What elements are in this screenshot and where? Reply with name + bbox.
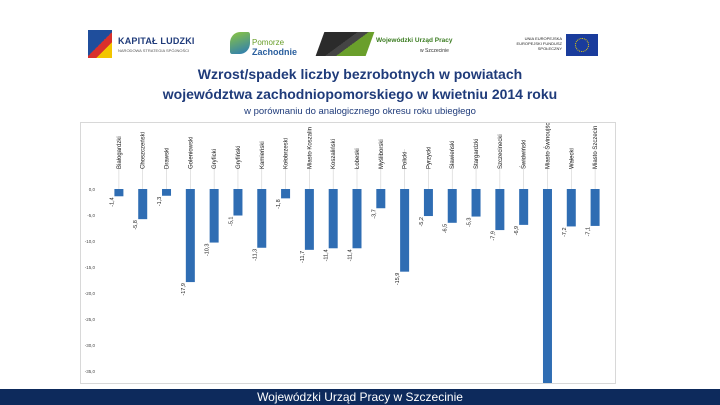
category-label: Goleniowski: [188, 137, 194, 169]
y-tick-label: -30,0: [85, 343, 96, 348]
bar: [376, 189, 386, 209]
bar: [352, 189, 362, 249]
pomorze-zachodnie-logo: Pomorze Zachodnie: [230, 26, 300, 66]
category-label: Drawski: [165, 148, 171, 169]
kapital-ludzki-logo: KAPITAŁ LUDZKI NARODOWA STRATEGIA SPÓJNO…: [88, 26, 208, 66]
value-label: -7,9: [490, 231, 496, 240]
eu-text: UNIA EUROPEJSKA EUROPEJSKI FUNDUSZ SPOŁE…: [516, 36, 562, 51]
category-label: Pyrzycki: [426, 147, 432, 169]
value-label: -11,7: [300, 251, 306, 263]
footer-bar: Wojewódzki Urząd Pracy w Szczecinie: [0, 389, 720, 405]
category-label: Stargardzki: [474, 139, 480, 169]
category-label: Gryficki: [212, 149, 218, 169]
bar: [185, 189, 195, 283]
bar: [471, 189, 481, 217]
bar: [328, 189, 338, 249]
y-tick-label: -25,0: [85, 317, 96, 322]
value-label: -11,3: [252, 249, 258, 261]
y-tick-label: -35,0: [85, 369, 96, 374]
category-label: Wałecki: [569, 148, 575, 169]
category-label: Policki: [403, 152, 409, 169]
category-label: Miasto Szczecin: [593, 126, 599, 169]
category-label: Kamieński: [260, 141, 266, 169]
value-label: -10,3: [205, 244, 211, 257]
value-label: -7,1: [586, 227, 592, 236]
bar: [590, 189, 600, 226]
category-label: Świdwiński: [520, 140, 528, 169]
value-label: -15,9: [395, 273, 401, 286]
y-tick-label: -20,0: [85, 291, 96, 296]
chart-title: Wzrost/spadek liczby bezrobotnych w powi…: [0, 64, 720, 104]
bar: [114, 189, 124, 197]
category-label: Sławieński: [450, 141, 456, 169]
y-tick-label: -15,0: [85, 265, 96, 270]
value-label: -11,4: [348, 249, 354, 261]
category-label: Miasto Świnoujście: [543, 123, 551, 169]
value-label: -1,8: [276, 199, 282, 208]
chart-area: 0,0 -5,0 -10,0 -15,0 -20,0 -25,0 -30,0 -35,0 Bia…: [80, 122, 616, 384]
bar-chart: 0,0 -5,0 -10,0 -15,0 -20,0 -25,0 -30,0 -35,0 Bia…: [85, 123, 600, 383]
pomorze-name: Pomorze: [252, 38, 285, 47]
bar: [519, 189, 529, 225]
value-label: -5,3: [467, 218, 473, 227]
chart-title-line1: Wzrost/spadek liczby bezrobotnych w powi…: [197, 66, 523, 82]
value-label: -7,2: [562, 227, 568, 236]
bar: [542, 189, 552, 383]
value-label: -1,4: [109, 197, 115, 206]
value-label: -5,1: [228, 217, 234, 226]
bar: [257, 189, 267, 248]
bar: [447, 189, 457, 223]
y-tick-label: 0,0: [89, 187, 96, 192]
wup-mark-icon: [315, 32, 375, 56]
pomorze-zachodnie-mark-icon: [230, 32, 250, 54]
value-label: -3,7: [371, 209, 377, 218]
eu-logo: UNIA EUROPEJSKA EUROPEJSKI FUNDUSZ SPOŁE…: [512, 26, 602, 66]
bar: [281, 189, 291, 199]
category-label: Białogardzki: [117, 136, 123, 169]
eu-flag-icon: [566, 34, 598, 56]
bar: [304, 189, 314, 250]
bar: [566, 189, 576, 227]
chart-subtitle: w porównaniu do analogicznego okresu rok…: [244, 106, 476, 117]
value-label: -6,5: [443, 224, 449, 233]
value-label: -11,4: [324, 249, 330, 261]
kapital-ludzki-mark-icon: [88, 30, 112, 58]
category-label: Łobeski: [355, 148, 361, 169]
bar: [162, 189, 172, 196]
category-label: Myśliborski: [379, 139, 385, 169]
value-label: -5,8: [133, 220, 139, 229]
category-label: Choszczeński: [141, 132, 147, 169]
kapital-ludzki-name: KAPITAŁ LUDZKI: [118, 36, 195, 46]
chart-title-line2: województwa zachodniopomorskiego w kwiet…: [162, 86, 558, 102]
category-label: Koszaliński: [331, 139, 337, 169]
y-tick-label: -5,0: [87, 213, 95, 218]
category-label: Gryfiński: [236, 146, 242, 169]
category-label: Szczecinecki: [498, 134, 504, 169]
category-label: Kołobrzeski: [284, 138, 290, 169]
logo-strip: KAPITAŁ LUDZKI NARODOWA STRATEGIA SPÓJNO…: [80, 26, 600, 66]
value-label: -1,3: [157, 197, 163, 206]
bar: [233, 189, 243, 216]
zachodnie-name: Zachodnie: [252, 47, 298, 57]
wup-name: Wojewódzki Urząd Pracy: [376, 37, 453, 44]
value-label: -6,9: [514, 226, 520, 235]
bar: [138, 189, 148, 220]
wup-sub: w Szczecinie: [420, 48, 449, 54]
wup-logo: Wojewódzki Urząd Pracy w Szczecinie: [315, 26, 480, 66]
bar: [400, 189, 410, 272]
bar: [495, 189, 505, 231]
value-label: -17,9: [181, 283, 187, 296]
kapital-ludzki-sub: NARODOWA STRATEGIA SPÓJNOŚCI: [118, 48, 190, 53]
y-tick-label: -10,0: [85, 239, 96, 244]
bar: [209, 189, 219, 243]
bar: [423, 189, 433, 217]
value-label: -5,2: [419, 217, 425, 226]
category-label: Miasto Koszalin: [307, 127, 313, 169]
